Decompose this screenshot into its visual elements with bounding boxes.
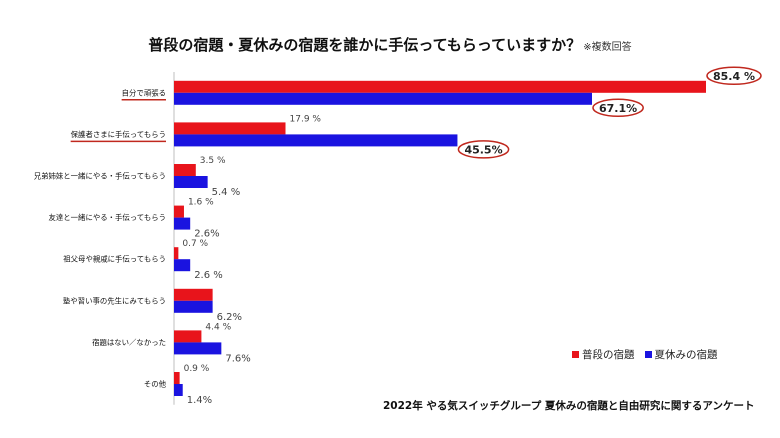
chart-title-note: ※複数回答 — [583, 42, 632, 53]
category-label: 兄弟姉妹と一緒にやる・手伝ってもらう — [34, 172, 166, 181]
bar-summer — [174, 217, 191, 230]
highlight-circle — [706, 66, 762, 86]
category-label: 宿題はない／なかった — [92, 338, 166, 347]
legend-swatch-red — [572, 351, 579, 358]
legend-item-regular: 普段の宿題 — [572, 347, 635, 362]
category-label: その他 — [144, 380, 167, 389]
value-label: 3.5 % — [200, 156, 226, 166]
bar-summer — [174, 342, 222, 355]
value-label: 2.6% — [194, 229, 219, 240]
legend-swatch-blue — [644, 351, 652, 358]
bar-regular — [174, 80, 706, 93]
bar-regular — [174, 122, 286, 135]
bar-regular — [174, 164, 196, 176]
bar-regular — [174, 288, 213, 301]
value-label: 4.4 % — [205, 322, 231, 332]
value-label: 1.6 % — [188, 198, 214, 208]
value-label: 85.4 % — [713, 70, 755, 83]
bar-summer — [174, 92, 592, 105]
value-label: 1.4% — [187, 395, 212, 406]
value-label: 6.2% — [217, 312, 242, 323]
highlight-circle — [457, 140, 510, 159]
value-label: 7.6% — [225, 353, 250, 364]
value-label: 5.4 % — [212, 187, 241, 198]
bar-summer — [174, 300, 213, 313]
bar-summer — [174, 259, 191, 272]
bar-summer — [174, 176, 208, 188]
bar-regular — [174, 205, 184, 218]
bar-summer — [174, 384, 183, 396]
source-note: 2022年 やる気スイッチグループ 夏休みの宿題と自由研究に関するアンケート — [383, 400, 755, 412]
bar-summer — [174, 134, 458, 147]
legend-label-summer: 夏休みの宿題 — [654, 349, 718, 361]
value-label: 0.7 % — [182, 239, 208, 249]
legend-item-summer: 夏休みの宿題 — [644, 347, 718, 362]
value-label: 0.9 % — [184, 364, 210, 374]
chart-legend: 普段の宿題 夏休みの宿題 — [572, 347, 718, 362]
value-label: 45.5% — [464, 143, 502, 156]
category-label: 塾や習い事の先生にみてもらう — [63, 296, 166, 305]
category-label: 自分で頑張る — [122, 88, 166, 97]
legend-label-regular: 普段の宿題 — [582, 349, 635, 361]
category-label: 祖父母や親戚に手伝ってもらう — [63, 255, 166, 264]
bar-regular — [174, 372, 180, 384]
chart-title: 普段の宿題・夏休みの宿題を誰かに手伝ってもらっていますか？ ※複数回答 — [0, 34, 780, 55]
category-label: 保護者さまに手伝ってもらう — [71, 130, 166, 139]
bar-regular — [174, 330, 202, 343]
value-label: 2.6 % — [194, 270, 223, 281]
category-label: 友達と一緒にやる・手伝ってもらう — [48, 213, 166, 222]
value-label: 67.1% — [599, 102, 637, 115]
value-label: 17.9 % — [290, 114, 322, 124]
chart-title-text: 普段の宿題・夏休みの宿題を誰かに手伝ってもらっていますか？ — [148, 36, 582, 54]
bar-regular — [174, 247, 179, 260]
highlight-circle — [592, 98, 644, 118]
